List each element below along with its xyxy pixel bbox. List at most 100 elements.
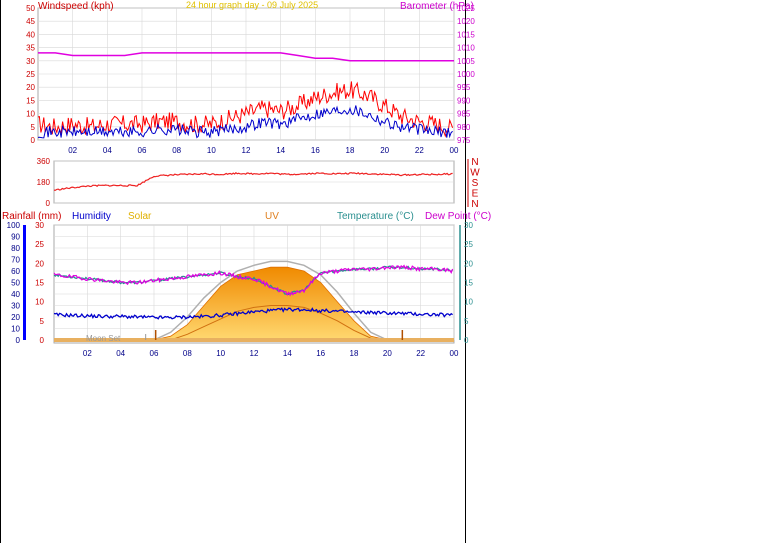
compass-label: N — [471, 157, 478, 168]
humidity-ytick-label: 10 — [11, 325, 20, 334]
average-wind-series-line — [37, 105, 453, 139]
rain-ytick-label: 20 — [35, 259, 44, 268]
legend-humidity: Humidity — [72, 211, 111, 222]
barometer-ytick-label: 1010 — [457, 44, 475, 53]
wind-xtick-label: 20 — [380, 146, 389, 155]
moonset-label: Moon Set — [86, 334, 121, 343]
direction-ytick-label: 0 — [46, 199, 51, 208]
temp-xtick-label: 10 — [216, 349, 225, 358]
rain-ytick-label: 15 — [35, 279, 44, 288]
wind-xtick-label: 22 — [415, 146, 424, 155]
barometer-ytick-label: 980 — [457, 123, 471, 132]
temp-xtick-label: 14 — [283, 349, 292, 358]
humidity-ytick-label: 80 — [11, 244, 20, 253]
wind-ytick-label: 10 — [26, 110, 35, 119]
legend-rainfall: Rainfall (mm) — [2, 211, 61, 222]
wind-ytick-label: 15 — [26, 96, 35, 105]
humidity-ytick-label: 70 — [11, 256, 20, 265]
wind-xtick-label: 18 — [346, 146, 355, 155]
temp-xtick-label: 08 — [183, 349, 192, 358]
wind-ytick-label: 40 — [26, 30, 35, 39]
legend-uv: UV — [265, 211, 279, 222]
wind-ytick-label: 5 — [31, 123, 36, 132]
temp-xtick-label: 18 — [350, 349, 359, 358]
temperature-ytick-label: 20 — [464, 259, 473, 268]
temperature-ytick-label: 15 — [464, 279, 473, 288]
humidity-series-line — [53, 307, 453, 320]
barometer-ytick-label: 1005 — [457, 57, 475, 66]
wind-xtick-label: 04 — [103, 146, 112, 155]
barometer-ytick-label: 1025 — [457, 4, 475, 13]
direction-ytick-label: 180 — [37, 178, 51, 187]
barometer-ytick-label: 985 — [457, 110, 471, 119]
humidity-ytick-label: 0 — [16, 336, 21, 345]
humidity-ytick-label: 100 — [7, 221, 21, 230]
legend-dewpoint: Dew Point (°C) — [425, 211, 491, 222]
temperature-ytick-label: 25 — [464, 240, 473, 249]
wind-ytick-label: 35 — [26, 44, 35, 53]
humidity-ytick-label: 60 — [11, 267, 20, 276]
wind-xtick-label: 02 — [68, 146, 77, 155]
humidity-ytick-label: 50 — [11, 279, 20, 288]
wind-xtick-label: 06 — [138, 146, 147, 155]
barometer-ytick-label: 975 — [457, 136, 471, 145]
compass-label: E — [472, 189, 479, 200]
rain-ytick-label: 0 — [40, 336, 45, 345]
temp-xtick-label: 20 — [383, 349, 392, 358]
temperature-ytick-label: 0 — [464, 336, 469, 345]
direction-ytick-label: 360 — [37, 157, 51, 166]
rain-ytick-label: 25 — [35, 240, 44, 249]
wind-ytick-label: 30 — [26, 57, 35, 66]
rain-ytick-label: 30 — [35, 221, 44, 230]
humidity-ytick-label: 90 — [11, 233, 20, 242]
axis-labels: 0510152025303540455097598098599099510001… — [7, 4, 481, 358]
barometer-ytick-label: 1020 — [457, 17, 475, 26]
wind-xtick-label: 00 — [450, 146, 459, 155]
humidity-ytick-label: 30 — [11, 302, 20, 311]
temp-xtick-label: 22 — [416, 349, 425, 358]
compass-label: W — [470, 168, 480, 179]
wind-xtick-label: 14 — [276, 146, 285, 155]
wind-ytick-label: 45 — [26, 17, 35, 26]
temp-xtick-label: 00 — [450, 349, 459, 358]
wind-ytick-label: 50 — [26, 4, 35, 13]
rain-ytick-label: 10 — [35, 298, 44, 307]
rain-ytick-label: 5 — [40, 317, 45, 326]
temperature-ytick-label: 30 — [464, 221, 473, 230]
direction-series-line — [53, 172, 453, 191]
temp-xtick-label: 06 — [150, 349, 159, 358]
humidity-ytick-label: 20 — [11, 313, 20, 322]
barometer-axis-title: Barometer (hPa) — [400, 1, 474, 12]
temp-xtick-label: 02 — [83, 349, 92, 358]
wind-xtick-label: 12 — [242, 146, 251, 155]
dewpoint-series-line — [53, 264, 454, 297]
grid-lines — [38, 7, 455, 341]
gust-series-line — [37, 81, 454, 138]
compass-label: S — [472, 178, 479, 189]
wind-ytick-label: 0 — [31, 136, 36, 145]
barometer-ytick-label: 1015 — [457, 30, 475, 39]
compass-label: N — [471, 199, 478, 210]
temp-xtick-label: 12 — [250, 349, 259, 358]
wind-xtick-label: 10 — [207, 146, 216, 155]
temperature-ytick-label: 10 — [464, 298, 473, 307]
temperature-ytick-label: 5 — [464, 317, 469, 326]
barometer-series-line — [38, 52, 454, 62]
daylight-strip — [54, 338, 454, 342]
wind-xtick-label: 08 — [172, 146, 181, 155]
windspeed-axis-title: Windspeed (kph) — [38, 1, 114, 12]
humidity-ytick-label: 40 — [11, 290, 20, 299]
wind-ytick-label: 25 — [26, 70, 35, 79]
temp-xtick-label: 04 — [116, 349, 125, 358]
rain-scale-bar — [23, 225, 26, 340]
legend-solar: Solar — [128, 211, 152, 222]
chart-title: 24 hour graph day - 09 July 2025 — [186, 0, 318, 10]
temp-xtick-label: 16 — [316, 349, 325, 358]
wind-ytick-label: 20 — [26, 83, 35, 92]
wind-xtick-label: 16 — [311, 146, 320, 155]
legend-temperature: Temperature (°C) — [337, 211, 414, 222]
barometer-ytick-label: 1000 — [457, 70, 475, 79]
barometer-ytick-label: 990 — [457, 96, 471, 105]
barometer-ytick-label: 995 — [457, 83, 471, 92]
